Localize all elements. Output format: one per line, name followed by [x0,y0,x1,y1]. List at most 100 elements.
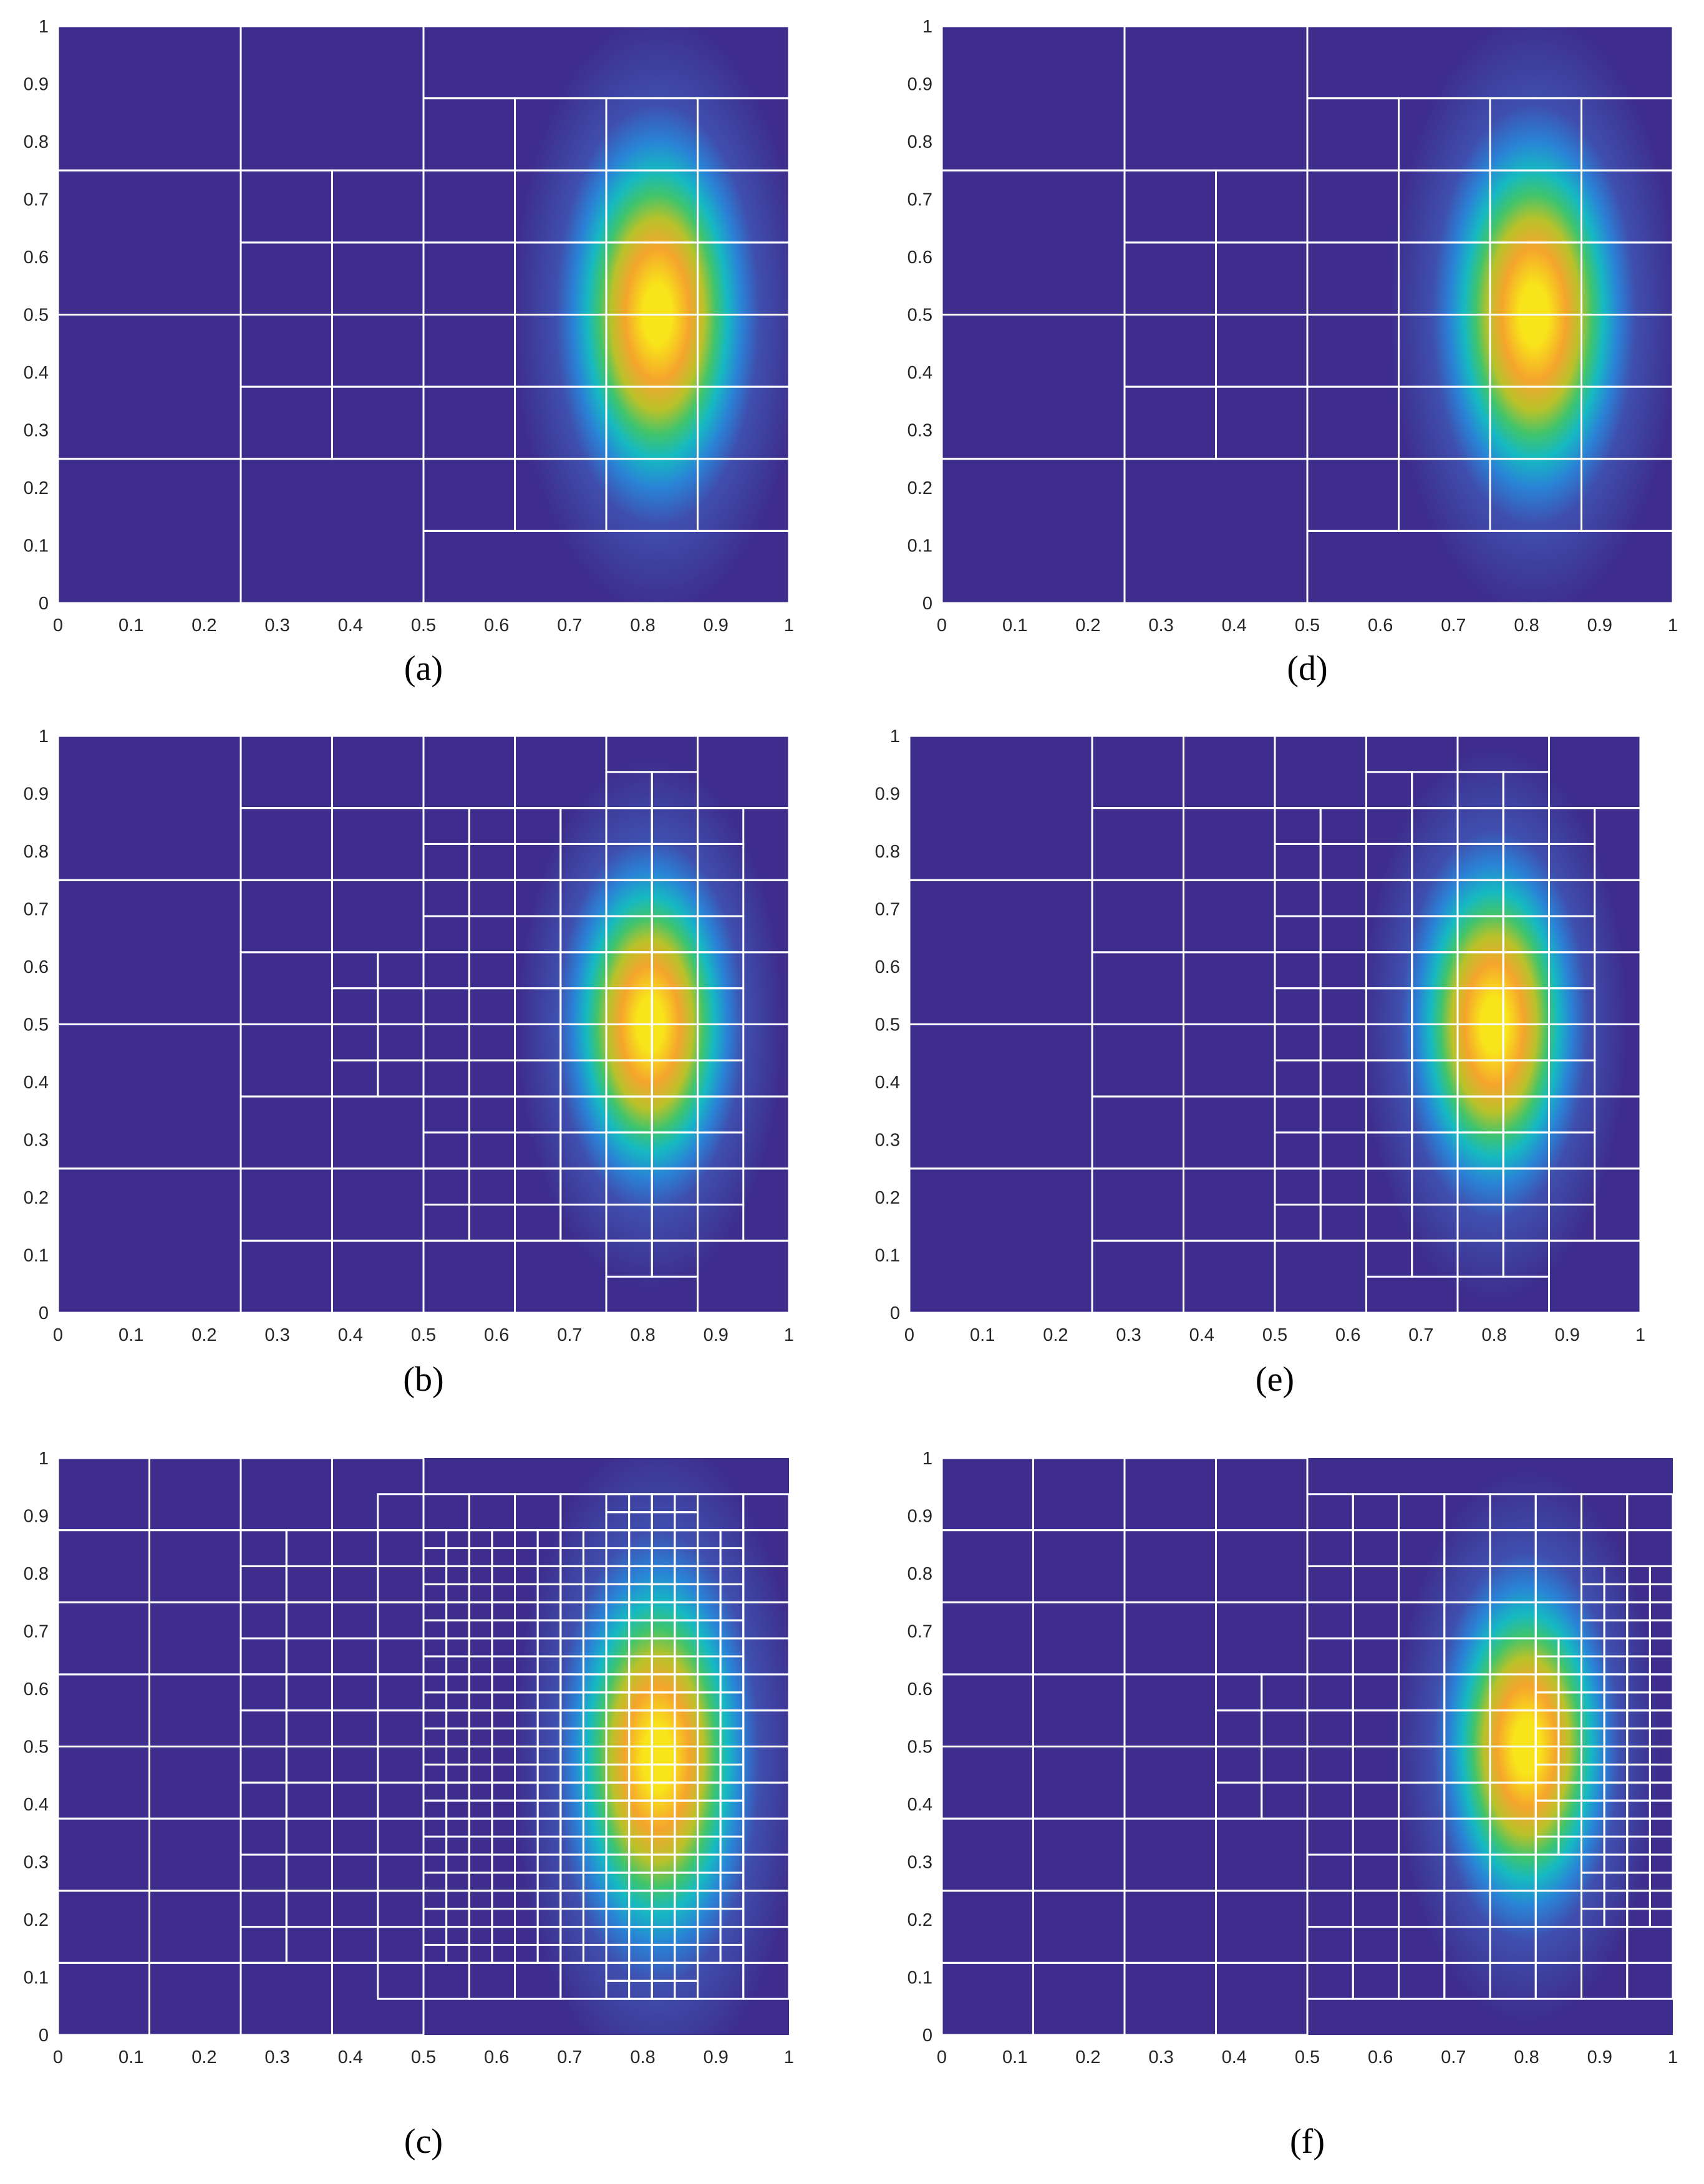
x-tick-labels: 0 0.1 0.2 0.3 0.4 0.5 0.6 0.7 0.8 0.9 1 [937,2047,1678,2067]
x-tick-label: 0.9 [704,1325,729,1345]
y-tick-label: 0.5 [24,1737,49,1757]
x-tick-label: 0.7 [557,1325,582,1345]
x-tick-label: 0.4 [338,616,363,635]
y-tick-label: 0 [922,2026,932,2046]
x-tick-label: 0.5 [1295,616,1320,635]
y-tick-label: 0.9 [908,75,932,95]
y-tick-label: 0.4 [908,1795,932,1815]
x-tick-label: 0.8 [1481,1325,1506,1345]
y-tick-label: 0.3 [24,1853,49,1873]
x-tick-label: 0.4 [338,1325,363,1345]
y-tick-label: 0.4 [24,363,49,383]
y-tick-label: 0.2 [908,478,932,498]
mesh-cells [57,1457,790,2036]
x-tick-label: 0.5 [1262,1325,1287,1345]
x-tick-label: 0.8 [1514,616,1539,635]
x-tick-label: 0.2 [1075,2047,1100,2067]
y-tick-label: 1 [922,1449,932,1469]
x-tick-label: 1 [1668,2047,1678,2067]
y-tick-labels: 0 0.1 0.2 0.3 0.4 0.5 0.6 0.7 0.8 0.9 1 [908,1449,932,2046]
mesh-cell [1306,25,1674,100]
x-tick-label: 0 [53,616,63,635]
x-tick-label: 0.2 [1043,1325,1068,1345]
y-tick-label: 0.5 [908,1737,932,1757]
x-tick-label: 0.6 [1335,1325,1360,1345]
mesh-cell [422,529,790,604]
y-tick-label: 0.8 [24,1564,49,1584]
panel-caption: (e) [1256,1360,1294,1399]
x-tick-label: 0 [53,1325,63,1345]
x-tick-label: 0.3 [264,616,289,635]
x-tick-label: 0.3 [264,1325,289,1345]
y-tick-label: 0.8 [24,842,49,862]
x-tick-labels: 0 0.1 0.2 0.3 0.4 0.5 0.6 0.7 0.8 0.9 1 [53,616,794,635]
mesh-cell [1626,1493,1674,1532]
x-tick-label: 0.3 [1148,2047,1173,2067]
y-tick-label: 0.4 [24,1073,49,1093]
y-tick-label: 0.7 [908,1622,932,1642]
x-tick-label: 0.7 [1441,2047,1466,2067]
x-tick-label: 0.1 [119,616,143,635]
y-tick-label: 0.3 [24,421,49,441]
x-tick-label: 0.2 [191,2047,216,2067]
x-tick-label: 0 [53,2047,63,2067]
x-tick-label: 0.2 [191,616,216,635]
x-tick-label: 0.2 [191,1325,216,1345]
mesh-cells [57,25,790,604]
y-tick-label: 0.8 [875,842,900,862]
mesh-cell [742,1493,790,1532]
x-tick-label: 0.9 [1587,616,1612,635]
x-tick-label: 0.9 [704,616,729,635]
y-tick-label: 0 [39,594,49,614]
y-tick-label: 0.9 [24,1507,49,1527]
x-tick-label: 0.1 [119,2047,143,2067]
y-tick-label: 0 [890,1303,900,1323]
panel-b: 0 0.1 0.2 0.3 0.4 0.5 0.6 0.7 0.8 0.9 100.10.20.30… [24,727,794,1399]
y-tick-labels: 0 0.1 0.2 0.3 0.4 0.5 0.6 0.7 0.8 0.9 1 [24,1449,49,2046]
x-tick-label: 0.5 [1295,2047,1320,2067]
y-tick-label: 0.2 [24,1188,49,1208]
y-tick-label: 0.6 [24,957,49,977]
y-tick-label: 0.2 [908,1910,932,1930]
y-tick-label: 1 [39,727,49,747]
y-tick-label: 0.7 [875,900,900,920]
mesh-cell [422,25,790,100]
x-tick-label: 0.6 [1368,2047,1393,2067]
panel-c: 0 0.1 0.2 0.3 0.4 0.5 0.6 0.7 0.8 0.9 100.10.20.30… [24,1449,794,2161]
y-tick-label: 1 [39,1449,49,1469]
x-tick-label: 0 [937,616,947,635]
y-tick-label: 0.6 [24,248,49,268]
x-tick-label: 0.4 [1189,1325,1214,1345]
panel-e: 0 0.1 0.2 0.3 0.4 0.5 0.6 0.7 0.8 0.9 100.10.20.30… [875,727,1645,1399]
x-tick-labels: 0 0.1 0.2 0.3 0.4 0.5 0.6 0.7 0.8 0.9 1 [937,616,1678,635]
x-tick-label: 0 [937,2047,947,2067]
x-tick-label: 0.5 [411,1325,436,1345]
x-tick-label: 0.7 [1408,1325,1433,1345]
y-tick-label: 0.3 [908,421,932,441]
y-tick-label: 0.2 [875,1188,900,1208]
y-tick-label: 0 [39,2026,49,2046]
y-tick-label: 0.1 [24,536,49,556]
x-tick-label: 0.9 [1587,2047,1612,2067]
panel-caption: (f) [1290,2122,1325,2161]
y-tick-label: 0.8 [908,132,932,152]
mesh-cells [57,735,790,1314]
y-tick-label: 0.7 [24,190,49,210]
y-tick-label: 0.9 [24,75,49,95]
panel-f: 0 0.1 0.2 0.3 0.4 0.5 0.6 0.7 0.8 0.9 100.10.20.30… [908,1449,1678,2161]
y-tick-label: 0.1 [24,1246,49,1266]
y-tick-label: 0.5 [24,306,49,326]
x-tick-label: 0.9 [704,2047,729,2067]
y-tick-label: 0.6 [24,1679,49,1699]
x-tick-label: 1 [1668,616,1678,635]
x-tick-label: 1 [784,616,794,635]
x-tick-label: 0.4 [338,2047,363,2067]
x-tick-label: 0.6 [1368,616,1393,635]
panel-caption: (a) [404,649,443,688]
mesh-cells [908,735,1642,1314]
x-tick-label: 1 [784,2047,794,2067]
mesh-cell [1648,1565,1674,1585]
x-tick-label: 0.8 [1514,2047,1539,2067]
y-tick-label: 0.4 [24,1795,49,1815]
